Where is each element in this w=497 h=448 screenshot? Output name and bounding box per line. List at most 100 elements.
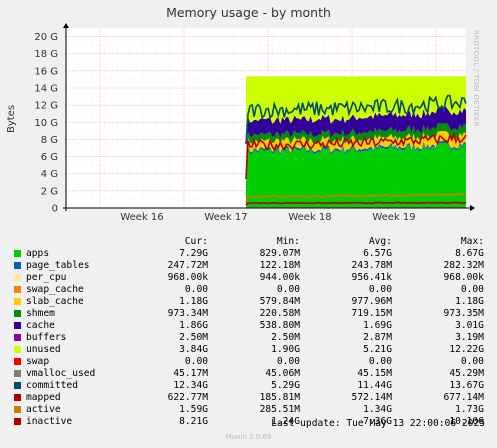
y-tick-label: 10 G [34,118,58,129]
legend-swatch [14,382,21,389]
legend-series-name: mapped [26,392,61,403]
y-tick-label: 6 G [41,152,58,163]
x-tick-label: Week 18 [288,212,331,223]
legend-row-apps: apps 7.29G 829.07M 6.57G 8.67G [14,248,484,260]
legend-cur-value: 973.34M [167,308,209,319]
legend-series-name: inactive [26,416,73,427]
legend-min-value: 5.29G [271,380,300,391]
legend-cur-value: 45.17M [173,368,209,379]
legend-row-page-tables: page_tables 247.72M 122.18M 243.78M 282.32M [14,260,484,272]
legend-min-value: 0.00 [276,356,300,367]
legend-min-value: 538.80M [259,320,300,331]
legend-swatch [14,370,21,377]
legend-row-buffers: buffers 2.50M 2.50M 2.87M 3.19M [14,332,484,344]
legend-max-value: 0.00 [460,284,484,295]
legend-avg-value: 45.15M [357,368,392,379]
legend-cur-value: 0.00 [184,356,209,367]
legend-avg-value: 243.78M [351,260,392,271]
y-tick-label: 18 G [34,49,58,60]
legend-cur-value: 12.34G [173,380,209,391]
legend-row-active: active 1.59G 285.51M 1.34G 1.73G [14,404,484,416]
legend-min-value: 122.18M [259,260,300,271]
legend-series-name: active [26,404,61,415]
legend-series-name: apps [26,248,50,259]
legend-series-name: committed [26,380,78,391]
legend-swatch [14,406,21,413]
legend-min-value: 285.51M [259,404,300,415]
legend-min-value: 944.00k [259,272,300,283]
legend-min-value: 1.90G [271,344,300,355]
y-tick-label: 0 [52,204,58,215]
legend-row-cache: cache 1.86G 538.80M 1.69G 3.01G [14,320,484,332]
legend-swatch [14,418,21,425]
legend-swatch [14,250,21,257]
legend-max-value: 1.73G [455,404,484,415]
legend-swatch [14,274,21,281]
legend-min-value: 220.58M [259,308,300,319]
legend-avg-value: 719.15M [351,308,392,319]
legend-avg-value: 2.87M [363,332,392,343]
legend-series-name: page_tables [26,260,90,271]
y-tick-label: 14 G [34,84,58,95]
legend-max-value: 968.00k [443,272,484,283]
legend-series-name: shmem [26,308,55,319]
legend-row-vmalloc-used: vmalloc_used 45.17M 45.06M 45.15M 45.29M [14,368,484,380]
legend-series-name: buffers [26,332,67,343]
legend-max-value: 3.01G [455,320,484,331]
y-tick-label: 4 G [41,169,58,180]
munin-version: Munin 2.0.69 [225,433,272,441]
header-avg: Avg: [368,236,392,247]
line-active [245,192,467,203]
legend-cur-value: 3.84G [179,344,209,355]
legend-avg-value: 5.21G [363,344,392,355]
legend-min-value: 579.84M [259,296,300,307]
legend-max-value: 10.10G [449,416,484,427]
legend-max-value: 13.67G [449,380,484,391]
legend-min-value: 829.07M [259,248,300,259]
legend-max-value: 8.67G [455,248,484,259]
legend-min-value: 1.24G [271,416,300,427]
y-tick-label: 16 G [34,66,58,77]
chart-title: Memory usage - by month [166,5,331,20]
legend-swatch [14,322,21,329]
legend-swatch [14,286,21,293]
area-apps [246,142,466,208]
area-shmem [246,123,466,177]
legend-max-value: 973.35M [443,308,484,319]
legend-row-per-cpu: per_cpu 968.00k 944.00k 956.41k 968.00k [14,272,484,284]
legend-cur-value: 2.50M [179,332,209,343]
area-unused [246,76,466,165]
header-min: Min: [276,236,300,247]
legend-series-name: swap [26,356,50,367]
memory-chart: 0 2 G 4 G 6 G 8 G 10 G 12 G 14 G 16 G 18 G 20 G We… [6,23,475,223]
legend-max-value: 3.19M [455,332,484,343]
x-axis-arrow [470,205,475,211]
legend-max-value: 0.00 [460,356,484,367]
legend-row-inactive: inactive 8.21G 1.24G 7.36G 10.10G [14,416,484,428]
x-tick-label: Week 16 [120,212,163,223]
y-tick-label: 20 G [34,32,58,43]
y-axis-arrow [63,23,69,28]
y-tick-label: 12 G [34,101,58,112]
legend-cur-value: 247.72M [167,260,209,271]
legend-series-name: cache [26,320,55,331]
legend-header-row: Cur: Min: Avg: Max: [14,236,484,248]
legend-min-value: 45.06M [265,368,300,379]
legend-cur-value: 8.21G [179,416,209,427]
legend-avg-value: 977.96M [351,296,392,307]
rrdtool-watermark: RRDTOOL / TOBI OETIKER [472,30,480,127]
legend-swatch [14,310,21,317]
legend-min-value: 0.00 [276,284,300,295]
legend-swatch [14,334,21,341]
legend-series-name: vmalloc_used [26,368,96,379]
legend-row-mapped: mapped 622.77M 185.81M 572.14M 677.14M [14,392,484,404]
legend-row-swap: swap 0.00 0.00 0.00 0.00 [14,356,484,368]
header-max: Max: [460,236,485,247]
legend-swatch [14,298,21,305]
legend-series-name: unused [26,344,61,355]
legend-swatch [14,262,21,269]
legend-avg-value: 6.57G [363,248,392,259]
legend-swatch [14,346,21,353]
legend-series-name: per_cpu [26,272,67,283]
legend-row-slab-cache: slab_cache 1.18G 579.84M 977.96M 1.18G [14,296,484,308]
